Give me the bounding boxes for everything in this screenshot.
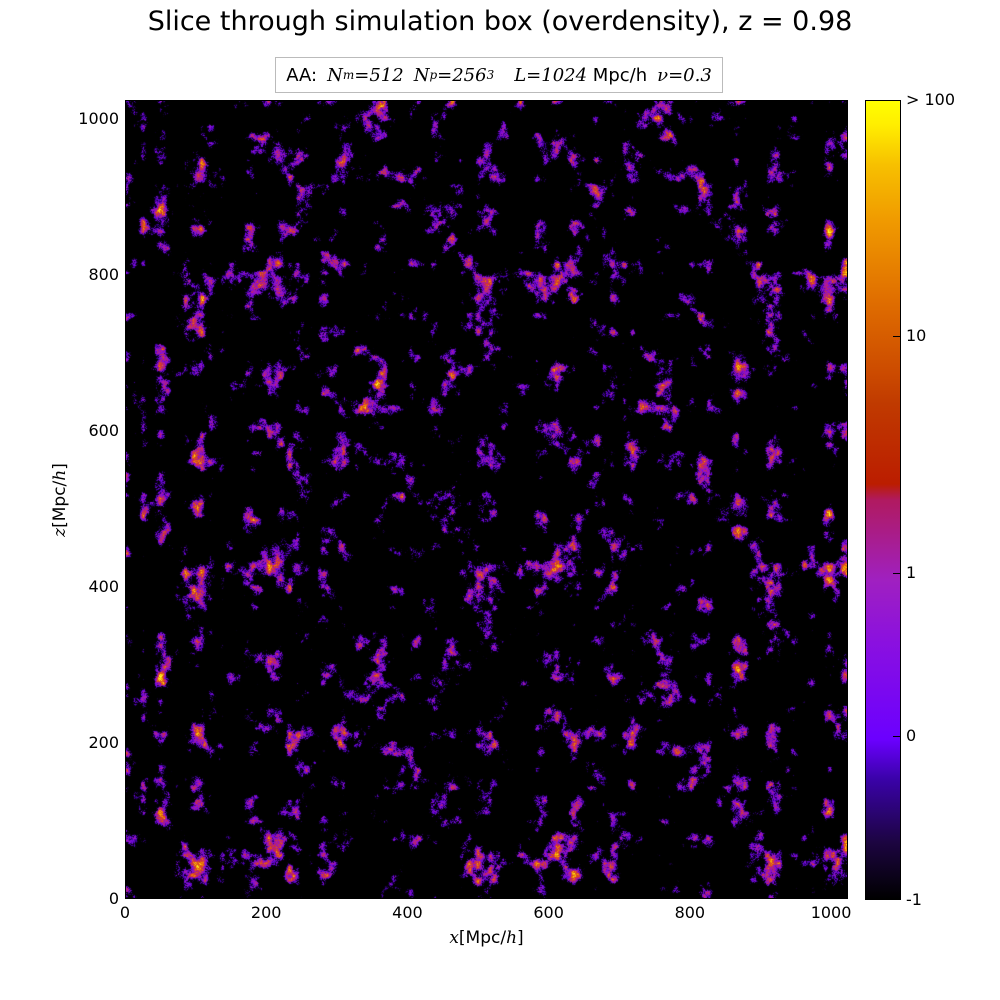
x-tick-label: 400 <box>392 903 423 922</box>
y-tick-label: 800 <box>88 264 119 284</box>
param-nu-symbol: ν <box>657 64 669 86</box>
x-tick-label: 200 <box>250 903 282 922</box>
y-tick-label: 400 <box>88 576 119 596</box>
param-l-symbol: L <box>514 64 527 86</box>
param-nu-value: =0.3 <box>668 64 712 86</box>
colorbar-tick-label: 10 <box>906 326 927 345</box>
colorbar <box>865 100 901 900</box>
param-np-exponent: 3 <box>486 68 495 82</box>
density-field-plot <box>125 100 848 899</box>
param-np-value: =256 <box>437 64 487 86</box>
y-tick-label: 600 <box>88 420 119 440</box>
x-tick-label: 1000 <box>810 903 852 922</box>
overdensity-heatmap <box>126 101 847 898</box>
y-axis-unit-h: h <box>50 469 70 481</box>
param-np-symbol: N <box>413 64 430 86</box>
y-axis-label: z[Mpc/h] <box>50 463 70 537</box>
param-prefix: AA: <box>286 64 318 86</box>
colorbar-tick-label: -1 <box>906 890 922 909</box>
x-tick-label: 800 <box>674 903 706 922</box>
colorbar-tick-mark <box>893 736 901 737</box>
x-axis-variable: x <box>449 928 459 948</box>
x-axis-unit: Mpc/ <box>465 928 507 948</box>
param-np-sub: p <box>429 68 438 82</box>
y-axis-unit: Mpc/ <box>50 480 70 522</box>
y-tick-label: 0 <box>108 889 119 908</box>
y-axis-variable: z <box>50 527 70 537</box>
x-tick-label: 0 <box>119 903 131 922</box>
colorbar-tick-label: 1 <box>906 562 917 582</box>
chart-title: Slice through simulation box (overdensit… <box>147 6 853 37</box>
y-tick-label: 200 <box>88 732 119 752</box>
param-nm-sub: m <box>342 68 355 82</box>
colorbar-tick-label: > 100 <box>906 90 956 109</box>
param-nm-symbol: N <box>327 64 343 86</box>
param-l-unit: Mpc/h <box>592 64 648 86</box>
colorbar-tick-mark <box>893 572 901 574</box>
y-tick-label: 1000 <box>78 108 119 128</box>
param-l-value: =1024 <box>526 64 588 86</box>
param-nm-value: =512 <box>354 64 404 86</box>
colorbar-tick-label: 0 <box>906 726 917 745</box>
colorbar-tick-mark <box>893 336 901 337</box>
x-tick-label: 600 <box>533 903 564 922</box>
x-axis-label: x[Mpc/h] <box>449 928 524 948</box>
x-axis-unit-h: h <box>506 928 518 948</box>
